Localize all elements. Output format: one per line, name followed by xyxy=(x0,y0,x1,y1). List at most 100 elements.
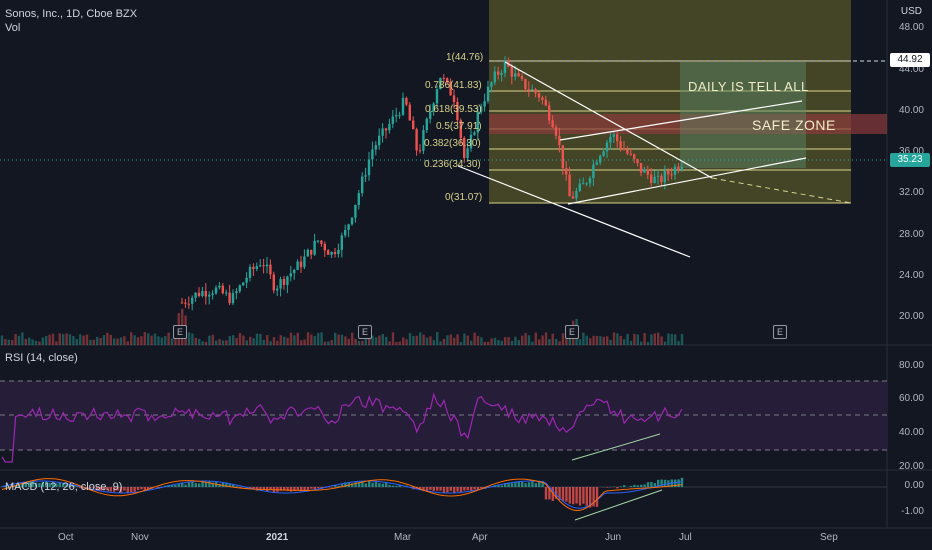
candle-body xyxy=(449,81,452,96)
candle-body xyxy=(524,78,527,90)
price-tick: 40.00 xyxy=(898,105,924,116)
volume-bar xyxy=(21,332,24,345)
volume-bar xyxy=(259,333,262,345)
earnings-icon[interactable]: E xyxy=(565,325,579,339)
volume-bar xyxy=(466,335,469,345)
rsi-divergence xyxy=(571,433,661,461)
macd-hist xyxy=(514,481,517,487)
macd-hist xyxy=(41,482,44,487)
candle-body xyxy=(466,148,469,158)
candle-body xyxy=(374,145,377,150)
candle-body xyxy=(473,132,476,135)
candle-body xyxy=(180,302,184,304)
macd-hist xyxy=(34,482,38,487)
macd-hist xyxy=(48,482,51,487)
volume-bar xyxy=(140,336,143,345)
candle-body xyxy=(201,290,204,297)
macd-hist xyxy=(181,482,184,487)
volume-bar xyxy=(313,336,316,345)
candle-body xyxy=(429,111,432,119)
macd-hist xyxy=(191,481,194,487)
earnings-icon[interactable]: E xyxy=(358,325,372,339)
candle-body xyxy=(306,249,309,257)
candle-body xyxy=(384,128,388,131)
earnings-icon[interactable]: E xyxy=(773,325,787,339)
volume-bar xyxy=(130,332,133,345)
macd-hist xyxy=(204,482,208,487)
candle-body xyxy=(405,97,408,105)
candle-body xyxy=(677,166,680,170)
volume-bar xyxy=(640,341,643,345)
volume-bar xyxy=(459,341,463,345)
candle-body xyxy=(231,293,235,304)
macd-divergence xyxy=(574,489,663,521)
candle-body xyxy=(622,148,626,150)
macd-hist xyxy=(293,487,296,492)
macd-hist xyxy=(249,487,252,489)
volume-bar xyxy=(412,335,415,345)
volume-bar xyxy=(595,335,599,345)
macd-hist xyxy=(75,485,78,487)
candle-body xyxy=(588,178,592,184)
volume-bar xyxy=(385,336,388,345)
macd-hist xyxy=(38,483,41,487)
macd-hist xyxy=(208,481,211,487)
volume-bar xyxy=(327,341,330,345)
macd-hist xyxy=(334,484,337,487)
macd-hist xyxy=(123,487,126,491)
safe-zone-annotation[interactable]: SAFE ZONE xyxy=(752,117,836,133)
macd-hist xyxy=(643,484,646,487)
volume-bar xyxy=(62,334,65,345)
volume-bar xyxy=(225,340,228,345)
volume-bar xyxy=(187,332,191,345)
candle-body xyxy=(510,66,513,77)
price-tick: 44.00 xyxy=(898,64,924,75)
macd-hist xyxy=(126,487,129,493)
volume-bar xyxy=(150,335,153,345)
macd-hist xyxy=(143,487,146,492)
candle-body xyxy=(350,217,354,225)
macd-hist xyxy=(306,487,310,492)
volume-bar xyxy=(279,335,282,345)
volume-bar xyxy=(561,333,565,345)
macd-hist xyxy=(497,484,500,487)
volume-bar xyxy=(521,335,524,345)
macd-hist xyxy=(558,487,561,500)
candle-body xyxy=(412,120,415,130)
volume-bar xyxy=(330,340,333,345)
candle-body xyxy=(605,142,609,152)
macd-hist xyxy=(96,487,99,491)
volume-bar xyxy=(276,340,279,345)
macd-hist xyxy=(364,483,367,487)
macd-hist xyxy=(147,487,150,491)
safe-zone-band xyxy=(489,114,887,134)
candle-body xyxy=(313,240,316,255)
volume-bar xyxy=(555,338,558,345)
earnings-icon[interactable]: E xyxy=(173,325,187,339)
candle-body xyxy=(459,120,462,139)
macd-hist xyxy=(303,487,306,491)
volume-bar xyxy=(68,334,72,345)
volume-bar xyxy=(31,339,34,345)
volume-bar xyxy=(266,335,269,345)
macd-hist xyxy=(677,479,680,487)
candle-body xyxy=(520,76,524,79)
candle-body xyxy=(255,266,258,270)
volume-bar xyxy=(510,340,514,345)
candle-body xyxy=(357,193,360,205)
volume-bar xyxy=(232,335,235,345)
macd-hist xyxy=(595,487,599,507)
volume-bar xyxy=(623,339,626,345)
rsi-tick: 60.00 xyxy=(898,393,924,404)
volume-bar xyxy=(249,336,252,345)
macd-hist xyxy=(58,482,61,487)
candle-body xyxy=(330,252,333,255)
candle-body xyxy=(680,166,683,170)
candle-body xyxy=(643,169,646,173)
daily-annotation[interactable]: DAILY IS TELL ALL xyxy=(688,79,809,94)
volume-label: Vol xyxy=(5,22,21,34)
volume-bar xyxy=(606,336,609,345)
volume-bar xyxy=(541,335,544,345)
macd-hist xyxy=(544,487,548,500)
